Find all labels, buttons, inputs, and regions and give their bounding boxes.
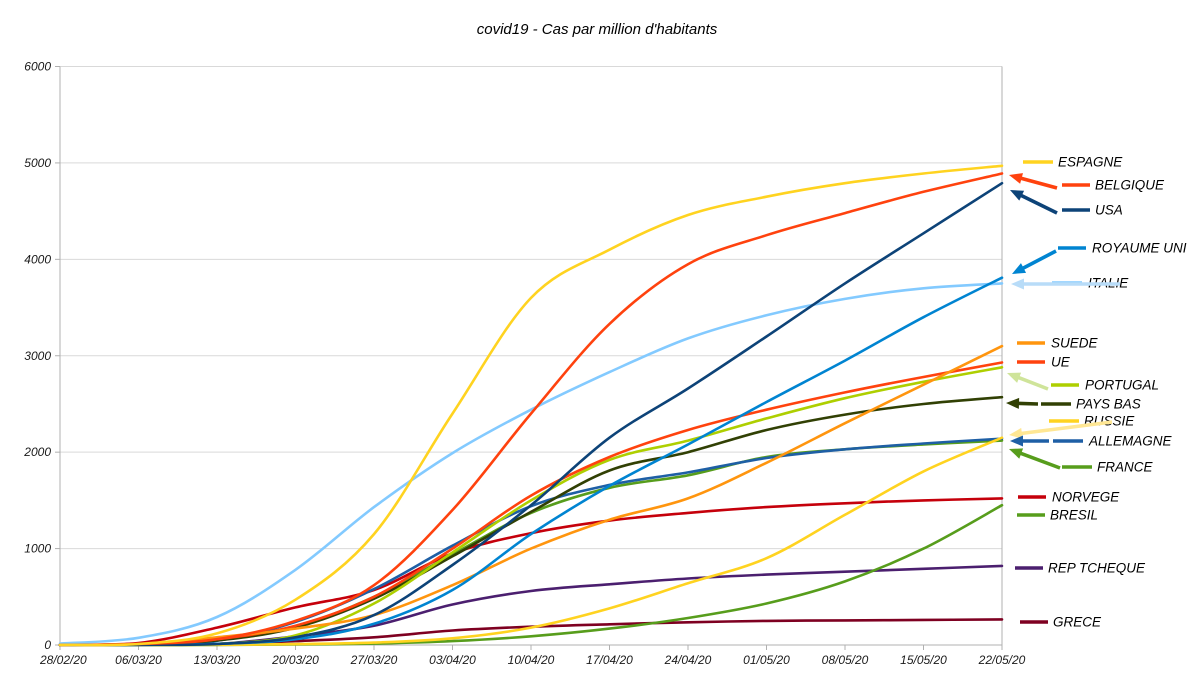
y-tick-label: 4000 <box>24 252 51 266</box>
legend-item-france: FRANCE <box>1009 448 1153 475</box>
legend-item-grece: GRECE <box>1020 615 1102 630</box>
series-line-suede <box>58 344 1004 647</box>
x-tick-label: 10/04/20 <box>508 653 555 667</box>
x-tick-label: 27/03/20 <box>350 653 398 667</box>
legend-arrow-line-russie <box>1018 420 1113 436</box>
y-tick-label: 0 <box>44 638 51 652</box>
y-tick-label: 6000 <box>24 60 51 74</box>
legend-item-usa: USA <box>1010 190 1123 218</box>
legend-item-italie: ITALIE <box>1011 276 1129 291</box>
x-tick-label: 17/04/20 <box>586 653 633 667</box>
legend-label-ue: UE <box>1051 355 1071 370</box>
x-tick-label: 20/03/20 <box>271 653 319 667</box>
series-lines <box>58 164 1004 647</box>
legend-item-bresil: BRESIL <box>1017 508 1098 523</box>
legend-arrow-head-pays-bas <box>1006 397 1020 409</box>
legend-label-usa: USA <box>1095 203 1123 218</box>
y-tick-label: 5000 <box>24 156 51 170</box>
legend-arrow-line-royaume-uni <box>1020 249 1057 271</box>
legend-label-belgique: BELGIQUE <box>1095 178 1165 193</box>
legend-label-bresil: BRESIL <box>1050 508 1098 523</box>
legend-item-allemagne: ALLEMAGNE <box>1010 434 1173 449</box>
y-tick-label: 3000 <box>24 349 51 363</box>
legend-arrow-line-belgique <box>1018 175 1058 190</box>
legend-label-rep-tcheque: REP TCHEQUE <box>1048 561 1146 576</box>
x-tick-label: 24/04/20 <box>664 653 712 667</box>
legend-item-pays-bas: PAYS BAS <box>1006 397 1141 412</box>
legend-arrow-head-portugal <box>1007 372 1022 383</box>
legend-label-france: FRANCE <box>1097 460 1153 475</box>
legend-label-allemagne: ALLEMAGNE <box>1088 434 1173 449</box>
series-line-espagne <box>58 164 1004 647</box>
legend-item-norvege: NORVEGE <box>1018 490 1120 505</box>
gridlines <box>60 66 1002 550</box>
legend-label-pays-bas: PAYS BAS <box>1076 397 1141 412</box>
legend-arrow-line-usa <box>1018 192 1058 215</box>
legend-arrow-head-france <box>1009 448 1024 459</box>
legend-arrow-line-portugal <box>1015 374 1049 391</box>
legend-arrow-line-france <box>1017 450 1061 470</box>
x-tick-label: 03/04/20 <box>429 653 476 667</box>
legend-arrow-head-allemagne <box>1010 435 1023 447</box>
legend-label-norvege: NORVEGE <box>1052 490 1120 505</box>
legend: ESPAGNE BELGIQUE USA ROYAUME UNI ITALIE SUEDE… <box>1006 155 1187 630</box>
x-tick-label: 06/03/20 <box>115 653 162 667</box>
legend-label-royaume-uni: ROYAUME UNI <box>1092 241 1187 256</box>
x-tick-label: 01/05/20 <box>743 653 790 667</box>
legend-arrow-head-usa <box>1010 190 1025 201</box>
legend-arrow-head-russie <box>1009 427 1023 439</box>
legend-item-belgique: BELGIQUE <box>1009 173 1165 193</box>
y-tick-label: 1000 <box>24 542 51 556</box>
x-tick-label: 13/03/20 <box>194 653 241 667</box>
legend-arrow-head-royaume-uni <box>1012 263 1027 274</box>
legend-arrow-head-belgique <box>1009 173 1023 184</box>
legend-label-grece: GRECE <box>1053 615 1102 630</box>
x-tick-label: 15/05/20 <box>900 653 947 667</box>
legend-item-espagne: ESPAGNE <box>1023 155 1123 170</box>
series-line-pays-bas <box>58 395 1004 647</box>
legend-label-espagne: ESPAGNE <box>1058 155 1123 170</box>
axes: 0 1000 2000 3000 4000 5000 6000 28/02/20 06/03/2… <box>23 60 1025 668</box>
x-tick-label: 22/05/20 <box>978 653 1026 667</box>
legend-item-suede: SUEDE <box>1017 336 1099 351</box>
legend-item-rep-tcheque: REP TCHEQUE <box>1015 561 1146 576</box>
legend-item-russie: RUSSIE <box>1009 414 1135 439</box>
series-line-france <box>58 439 1004 647</box>
series-line-italie <box>58 282 1004 645</box>
series-line-norvege <box>58 497 1004 647</box>
series-line-belgique <box>58 172 1004 647</box>
legend-item-royaume-uni: ROYAUME UNI <box>1012 241 1187 274</box>
series-line-rep-tcheque <box>58 564 1004 647</box>
y-tick-label: 2000 <box>23 445 51 459</box>
legend-label-suede: SUEDE <box>1051 336 1099 351</box>
chart-title: covid19 - Cas par million d'habitants <box>476 21 718 38</box>
legend-arrow-head-italie <box>1011 278 1024 290</box>
series-line-russie <box>58 436 1004 647</box>
series-line-allemagne <box>58 437 1004 647</box>
x-tick-label: 08/05/20 <box>822 653 869 667</box>
x-tick-label: 28/02/20 <box>39 653 87 667</box>
legend-arrow-line-pays-bas <box>1015 401 1039 406</box>
legend-item-portugal: PORTUGAL <box>1007 372 1159 393</box>
series-line-usa <box>58 181 1004 647</box>
legend-label-portugal: PORTUGAL <box>1085 378 1159 393</box>
legend-item-ue: UE <box>1017 355 1071 370</box>
